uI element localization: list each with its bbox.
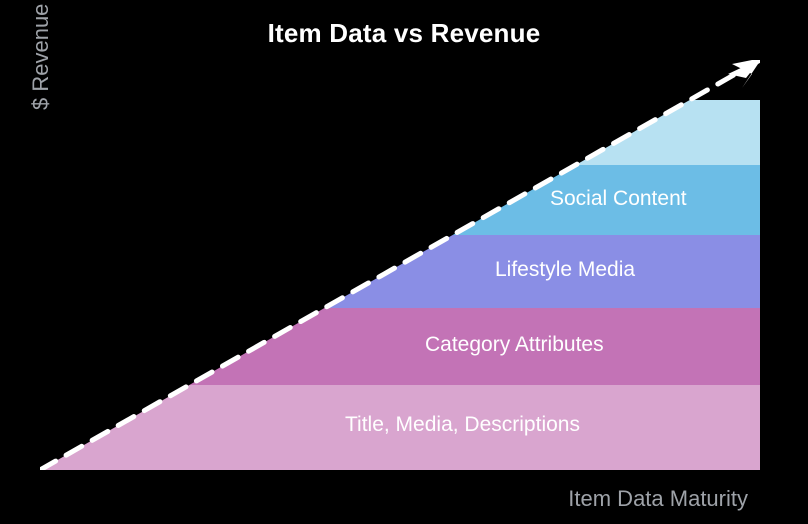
band-label-2: Lifestyle Media [495, 258, 635, 282]
chart-area: Title, Media, Descriptions Category Attr… [40, 60, 760, 470]
band-label-0: Title, Media, Descriptions [345, 413, 580, 437]
band-label-1: Category Attributes [425, 333, 604, 357]
band-1-rect [40, 308, 760, 385]
triangle-chart-svg [40, 60, 760, 470]
band-4-rect [40, 100, 760, 165]
band-2-rect [40, 235, 760, 308]
x-axis-label: Item Data Maturity [568, 486, 748, 512]
chart-title: Item Data vs Revenue [0, 18, 808, 49]
band-label-3: Social Content [550, 187, 687, 211]
